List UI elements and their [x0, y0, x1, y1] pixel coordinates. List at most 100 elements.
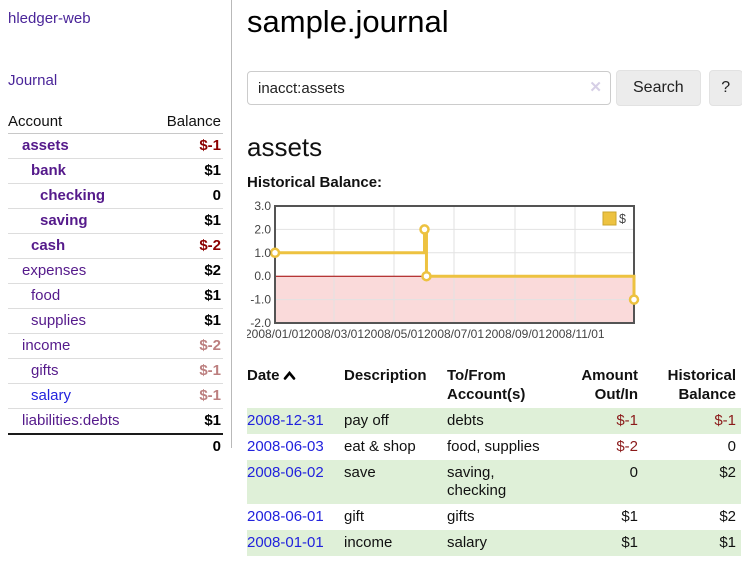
- y-tick-label: 3.0: [254, 200, 271, 213]
- account-row: cash $-2: [8, 233, 223, 259]
- page-title: sample.journal: [247, 4, 449, 39]
- account-row: checking 0: [8, 183, 223, 209]
- transaction-amount: $-1: [616, 412, 638, 429]
- register-row: 2008-06-03 eat & shop food, supplies $-2 0: [247, 434, 741, 460]
- register-row: 2008-06-01 gift gifts $1 $2: [247, 504, 741, 530]
- register-row: 2008-06-02 save saving, checking 0 $2: [247, 460, 741, 504]
- accounts-total-spacer: [8, 433, 151, 459]
- brand-link[interactable]: hledger-web: [8, 10, 91, 27]
- transaction-date-link[interactable]: 2008-06-03: [247, 438, 324, 455]
- account-row: assets $-1: [8, 133, 223, 159]
- account-link[interactable]: food: [31, 287, 61, 304]
- data-point-marker: [419, 224, 430, 235]
- transaction-accounts: gifts: [447, 508, 475, 525]
- account-balance: $2: [150, 258, 223, 284]
- transaction-amount: $-2: [616, 438, 638, 455]
- x-tick-label: 2008/01/01: [247, 327, 305, 341]
- sidebar-item-journal[interactable]: Journal: [8, 72, 58, 89]
- x-tick-label: 2008/05/01: [364, 327, 424, 341]
- account-link[interactable]: income: [22, 337, 71, 354]
- transaction-balance: $-1: [714, 412, 736, 429]
- search-button[interactable]: Search: [616, 70, 701, 106]
- account-link[interactable]: salary: [31, 387, 72, 404]
- chart-svg: $3.0 2.0 1.0 0.0 -1.0 -2.02008/01/012008/03/0…: [247, 200, 640, 341]
- account-balance: 0: [150, 183, 223, 209]
- account-link[interactable]: expenses: [22, 262, 87, 279]
- legend-label: $: [619, 212, 626, 226]
- sidebar: hledger-web Journal Account Balance asse…: [0, 0, 232, 459]
- account-link[interactable]: liabilities:debts: [22, 412, 120, 429]
- main-content: sample.journal ✕ Search ? assets Histori…: [232, 0, 742, 556]
- account-balance: $1: [150, 308, 223, 334]
- account-balance: $1: [150, 208, 223, 234]
- transaction-description: save: [344, 464, 376, 481]
- account-balance: $-1: [150, 133, 223, 159]
- accounts-header-row: Account Balance: [8, 110, 223, 134]
- transaction-accounts: food, supplies: [447, 438, 540, 455]
- account-row: supplies $1: [8, 308, 223, 334]
- clear-search-icon[interactable]: ✕: [589, 79, 602, 96]
- account-link[interactable]: bank: [31, 162, 67, 179]
- transaction-date-link[interactable]: 2008-06-01: [247, 508, 324, 525]
- transaction-description: eat & shop: [344, 438, 416, 455]
- account-balance: $-2: [150, 233, 223, 259]
- transaction-accounts: salary: [447, 534, 488, 551]
- account-link[interactable]: assets: [22, 137, 69, 154]
- account-heading: assets: [247, 132, 323, 162]
- register-header-description: Description: [344, 367, 427, 384]
- transaction-description: income: [344, 534, 393, 551]
- transaction-date-link[interactable]: 2008-06-02: [247, 464, 324, 481]
- account-balance: $-1: [150, 383, 223, 409]
- search-input-wrap: ✕: [247, 71, 611, 105]
- transaction-date-link[interactable]: 2008-12-31: [247, 412, 324, 429]
- accounts-table: Account Balance assets $-1 bank $1 checking 0…: [8, 110, 223, 459]
- account-link[interactable]: checking: [40, 187, 106, 204]
- chart-title: Historical Balance:: [247, 174, 383, 191]
- register-header-accounts: To/From Account(s): [447, 367, 526, 403]
- register-row: 2008-01-01 income salary $1 $1: [247, 530, 741, 556]
- account-balance: $1: [150, 158, 223, 184]
- account-row: bank $1: [8, 158, 223, 184]
- transaction-accounts: debts: [447, 412, 484, 429]
- register-header-balance: Historical Balance: [667, 367, 736, 403]
- account-link[interactable]: supplies: [31, 312, 87, 329]
- transaction-date-link[interactable]: 2008-01-01: [247, 534, 324, 551]
- register-table: Date Description To/From Account(s) Amou…: [247, 364, 741, 556]
- accounts-total-value: 0: [150, 433, 223, 459]
- account-link[interactable]: cash: [31, 237, 66, 254]
- account-row: gifts $-1: [8, 358, 223, 384]
- account-balance: $1: [150, 408, 223, 435]
- accounts-total-row: 0: [8, 433, 223, 459]
- account-row: salary $-1: [8, 383, 223, 409]
- legend-swatch: [602, 211, 617, 226]
- y-tick-label: -2.0: [250, 316, 271, 330]
- account-row: expenses $2: [8, 258, 223, 284]
- register-header-date[interactable]: Date: [247, 364, 344, 408]
- account-balance: $1: [150, 283, 223, 309]
- app: hledger-web Journal Account Balance asse…: [0, 0, 742, 556]
- accounts-header-balance: Balance: [150, 110, 223, 134]
- x-tick-label: 2008/09/01: [485, 327, 545, 341]
- transaction-balance: $1: [719, 534, 736, 551]
- transaction-balance: 0: [727, 438, 736, 455]
- account-balance: $-1: [150, 358, 223, 384]
- search-input[interactable]: [247, 71, 611, 105]
- register-header-amount: Amount Out/In: [581, 367, 638, 403]
- transaction-amount: $1: [621, 534, 638, 551]
- help-button[interactable]: ?: [708, 70, 742, 106]
- register-header-row: Date Description To/From Account(s) Amou…: [247, 364, 741, 408]
- register-row: 2008-12-31 pay off debts $-1 $-1: [247, 408, 741, 434]
- accounts-table-body: assets $-1 bank $1 checking 0 saving $1 cash $-2 e…: [8, 133, 223, 435]
- y-tick-label: 2.0: [254, 222, 271, 236]
- y-tick-label: 1.0: [254, 246, 271, 260]
- account-link[interactable]: saving: [40, 212, 88, 229]
- data-point-marker: [628, 294, 640, 305]
- search-bar: ✕ Search ?: [247, 70, 742, 106]
- y-tick-label: -1.0: [250, 293, 271, 307]
- transaction-amount: $1: [621, 508, 638, 525]
- transaction-balance: $2: [719, 508, 736, 525]
- data-point-marker: [421, 270, 432, 282]
- transaction-description: gift: [344, 508, 365, 525]
- x-tick-label: 2008/03/01: [304, 327, 364, 341]
- account-link[interactable]: gifts: [31, 362, 59, 379]
